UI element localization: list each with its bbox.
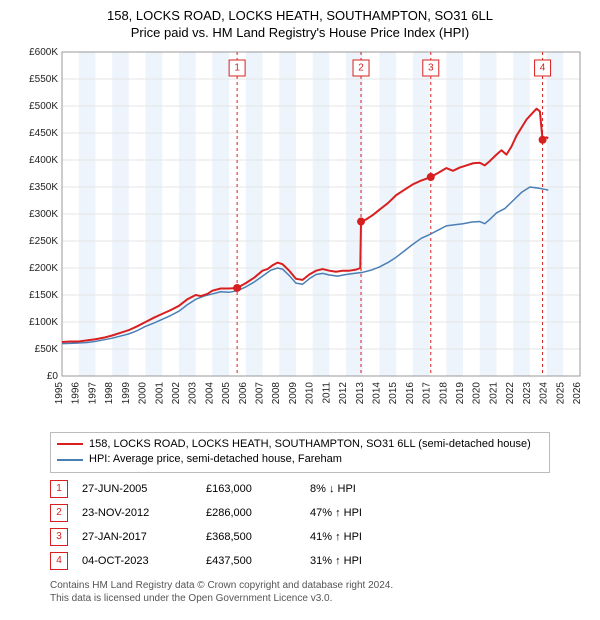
transaction-date: 23-NOV-2012	[82, 507, 192, 519]
footer: Contains HM Land Registry data © Crown c…	[50, 579, 588, 606]
svg-text:2002: 2002	[171, 381, 182, 404]
svg-text:£150K: £150K	[29, 290, 58, 301]
svg-text:2003: 2003	[188, 381, 199, 404]
svg-text:2013: 2013	[355, 381, 366, 404]
chart-title: 158, LOCKS ROAD, LOCKS HEATH, SOUTHAMPTO…	[12, 8, 588, 42]
svg-text:2: 2	[358, 62, 364, 73]
svg-text:2004: 2004	[204, 381, 215, 404]
svg-text:£450K: £450K	[29, 128, 58, 139]
svg-text:2010: 2010	[305, 381, 316, 404]
svg-text:1995: 1995	[54, 381, 65, 404]
transaction-table: 1 27-JUN-2005 £163,000 8% ↓ HPI 2 23-NOV…	[50, 477, 550, 573]
svg-text:£100K: £100K	[29, 317, 58, 328]
svg-text:2017: 2017	[422, 381, 433, 404]
svg-text:2011: 2011	[321, 381, 332, 403]
svg-text:1: 1	[234, 62, 240, 73]
table-row: 3 27-JAN-2017 £368,500 41% ↑ HPI	[50, 525, 550, 549]
transaction-price: £286,000	[206, 507, 296, 519]
svg-text:2016: 2016	[405, 381, 416, 404]
legend-swatch-icon	[57, 459, 83, 461]
svg-text:1996: 1996	[71, 381, 82, 404]
svg-text:2023: 2023	[522, 381, 533, 404]
transaction-pct: 31% ↑ HPI	[310, 555, 420, 567]
transaction-price: £368,500	[206, 531, 296, 543]
transaction-pct: 41% ↑ HPI	[310, 531, 420, 543]
transaction-index-icon: 4	[50, 552, 68, 570]
transaction-date: 27-JAN-2017	[82, 531, 192, 543]
legend-item-property: 158, LOCKS ROAD, LOCKS HEATH, SOUTHAMPTO…	[57, 437, 543, 452]
title-line-2: Price paid vs. HM Land Registry's House …	[12, 25, 588, 42]
svg-text:2015: 2015	[388, 381, 399, 404]
svg-text:2000: 2000	[138, 381, 149, 404]
price-chart: £0 £50K £100K £150K £200K £250K £300K £350K £400…	[12, 46, 588, 426]
svg-text:2014: 2014	[371, 381, 382, 404]
svg-text:2026: 2026	[572, 381, 583, 404]
svg-text:2021: 2021	[488, 381, 499, 404]
svg-text:2012: 2012	[338, 381, 349, 404]
table-row: 1 27-JUN-2005 £163,000 8% ↓ HPI	[50, 477, 550, 501]
legend: 158, LOCKS ROAD, LOCKS HEATH, SOUTHAMPTO…	[50, 432, 550, 473]
svg-text:1999: 1999	[121, 381, 132, 404]
transaction-price: £437,500	[206, 555, 296, 567]
footer-line-2: This data is licensed under the Open Gov…	[50, 592, 588, 606]
svg-text:£350K: £350K	[29, 182, 58, 193]
transaction-index-icon: 1	[50, 480, 68, 498]
svg-text:2022: 2022	[505, 381, 516, 404]
svg-text:£550K: £550K	[29, 74, 58, 85]
svg-text:2005: 2005	[221, 381, 232, 404]
chart-svg: £0 £50K £100K £150K £200K £250K £300K £350K £400…	[12, 46, 588, 426]
table-row: 4 04-OCT-2023 £437,500 31% ↑ HPI	[50, 549, 550, 573]
svg-text:2001: 2001	[154, 381, 165, 404]
svg-text:£600K: £600K	[29, 47, 58, 58]
transaction-pct: 47% ↑ HPI	[310, 507, 420, 519]
svg-text:2007: 2007	[255, 381, 266, 404]
table-row: 2 23-NOV-2012 £286,000 47% ↑ HPI	[50, 501, 550, 525]
transaction-index-icon: 2	[50, 504, 68, 522]
svg-text:3: 3	[428, 62, 434, 73]
transaction-index-icon: 3	[50, 528, 68, 546]
svg-text:2006: 2006	[238, 381, 249, 404]
svg-text:2024: 2024	[539, 381, 550, 404]
svg-text:£250K: £250K	[29, 236, 58, 247]
svg-text:£500K: £500K	[29, 101, 58, 112]
page: { "title_line1": "158, LOCKS ROAD, LOCKS…	[0, 0, 600, 620]
transaction-pct: 8% ↓ HPI	[310, 483, 420, 495]
svg-text:2018: 2018	[438, 381, 449, 404]
legend-swatch-icon	[57, 443, 83, 445]
svg-text:2025: 2025	[555, 381, 566, 404]
svg-text:2009: 2009	[288, 381, 299, 404]
svg-text:£300K: £300K	[29, 209, 58, 220]
svg-text:2008: 2008	[271, 381, 282, 404]
svg-text:4: 4	[540, 62, 546, 73]
transaction-date: 27-JUN-2005	[82, 483, 192, 495]
footer-line-1: Contains HM Land Registry data © Crown c…	[50, 579, 588, 593]
legend-item-hpi: HPI: Average price, semi-detached house,…	[57, 452, 543, 467]
svg-text:2020: 2020	[472, 381, 483, 404]
svg-text:£0: £0	[47, 371, 59, 382]
svg-text:1998: 1998	[104, 381, 115, 404]
svg-text:£200K: £200K	[29, 263, 58, 274]
svg-text:£400K: £400K	[29, 155, 58, 166]
svg-text:1997: 1997	[87, 381, 98, 404]
transaction-date: 04-OCT-2023	[82, 555, 192, 567]
svg-text:2019: 2019	[455, 381, 466, 404]
svg-text:£50K: £50K	[35, 344, 59, 355]
transaction-price: £163,000	[206, 483, 296, 495]
legend-label: 158, LOCKS ROAD, LOCKS HEATH, SOUTHAMPTO…	[89, 437, 531, 452]
legend-label: HPI: Average price, semi-detached house,…	[89, 452, 342, 467]
title-line-1: 158, LOCKS ROAD, LOCKS HEATH, SOUTHAMPTO…	[12, 8, 588, 25]
